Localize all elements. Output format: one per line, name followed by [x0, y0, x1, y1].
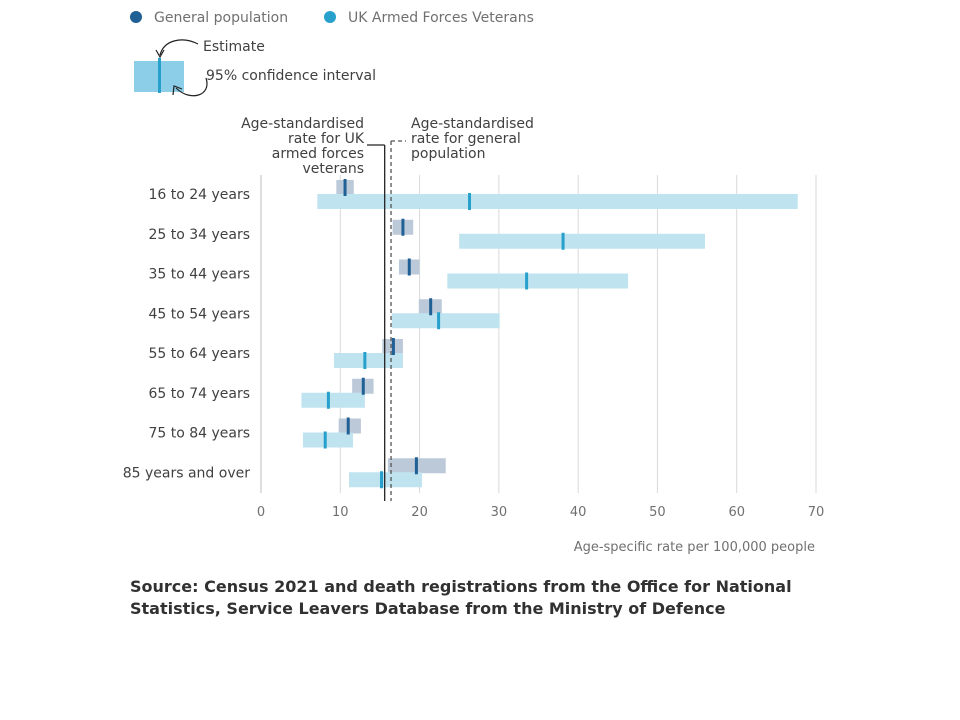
source-note: Source: Census 2021 and death registrati…: [130, 577, 792, 618]
category-labels: 16 to 24 years 25 to 34 years 35 to 44 yea…: [123, 187, 250, 481]
veteran-estimate-mark: [525, 272, 529, 290]
general-standardised-label: rate for general: [411, 131, 521, 147]
gridlines: [260, 175, 817, 493]
veterans-standardised-label: armed forces: [272, 146, 364, 162]
veteran-ci-bar: [391, 313, 500, 329]
general-ci-bar: [338, 418, 361, 434]
general-estimate-mark: [343, 179, 347, 196]
x-axis-title: Age-specific rate per 100,000 people: [574, 540, 815, 555]
x-tick-label: 40: [570, 505, 587, 520]
key-interval-label: 95% confidence interval: [206, 68, 376, 84]
chart-svg: General population UK Armed Forces Vetera…: [123, 10, 825, 555]
general-standardised-label: Age-standardised: [411, 116, 534, 132]
legend-label: General population: [154, 10, 288, 26]
general-estimate-mark: [429, 298, 433, 316]
veteran-ci-bar: [349, 472, 422, 488]
legend-marker: [324, 11, 336, 23]
x-tick-label: 30: [491, 505, 508, 520]
x-tick-label: 60: [728, 505, 745, 520]
legend-label: UK Armed Forces Veterans: [348, 10, 534, 26]
x-tick-label: 20: [411, 505, 428, 520]
x-tick-label: 10: [332, 505, 349, 520]
veteran-ci-bar: [447, 273, 629, 289]
veteran-estimate-mark: [561, 232, 565, 250]
category-label: 35 to 44 years: [148, 267, 250, 283]
veteran-ci-bar: [333, 353, 403, 368]
key-estimate-swatch: [158, 58, 161, 93]
general-standardised-label: population: [411, 146, 486, 162]
veteran-ci-bar: [301, 392, 365, 408]
general-estimate-mark: [391, 338, 395, 355]
key-estimate-label: Estimate: [203, 39, 265, 55]
interval-key: Estimate 95% confidence interval: [134, 39, 376, 97]
category-label: 55 to 64 years: [148, 346, 250, 362]
general-estimate-mark: [346, 417, 350, 435]
plot-area: [301, 179, 798, 489]
legend-marker: [130, 11, 142, 23]
veteran-ci-bar: [317, 194, 798, 209]
veteran-ci-bar: [459, 233, 705, 249]
veteran-estimate-mark: [326, 391, 330, 409]
general-estimate-mark: [401, 218, 405, 236]
veterans-standardised-label: rate for UK: [288, 131, 365, 147]
category-label: 25 to 34 years: [148, 227, 250, 243]
x-axis: 0 10 20 30 40 50 60 70 Age-specific rate per 100…: [257, 505, 824, 555]
veteran-estimate-mark: [468, 193, 472, 210]
general-estimate-mark: [414, 457, 418, 475]
key-estimate-arrow: [159, 39, 199, 56]
x-tick-label: 70: [808, 505, 825, 520]
key-estimate-arrowhead: [155, 49, 165, 59]
x-tick-label: 0: [257, 505, 265, 520]
key-interval-arrow: [175, 77, 208, 97]
category-label: 65 to 74 years: [148, 386, 250, 402]
category-label: 85 years and over: [123, 465, 250, 481]
veteran-estimate-mark: [363, 352, 367, 369]
category-label: 45 to 54 years: [148, 306, 250, 322]
veteran-estimate-mark: [380, 471, 384, 489]
key-interval-arrowhead: [172, 85, 183, 96]
veteran-ci-bar: [303, 432, 353, 448]
veteran-estimate-mark: [437, 312, 441, 330]
veterans-standardised-label: Age-standardised: [241, 116, 364, 132]
veterans-standardised-label: veterans: [302, 161, 364, 177]
category-label: 16 to 24 years: [148, 187, 250, 203]
x-tick-label: 50: [649, 505, 666, 520]
veteran-estimate-mark: [323, 431, 327, 449]
legend: General population UK Armed Forces Vetera…: [130, 10, 534, 26]
general-estimate-mark: [407, 258, 411, 276]
category-label: 75 to 84 years: [148, 426, 250, 442]
general-estimate-mark: [361, 377, 365, 395]
